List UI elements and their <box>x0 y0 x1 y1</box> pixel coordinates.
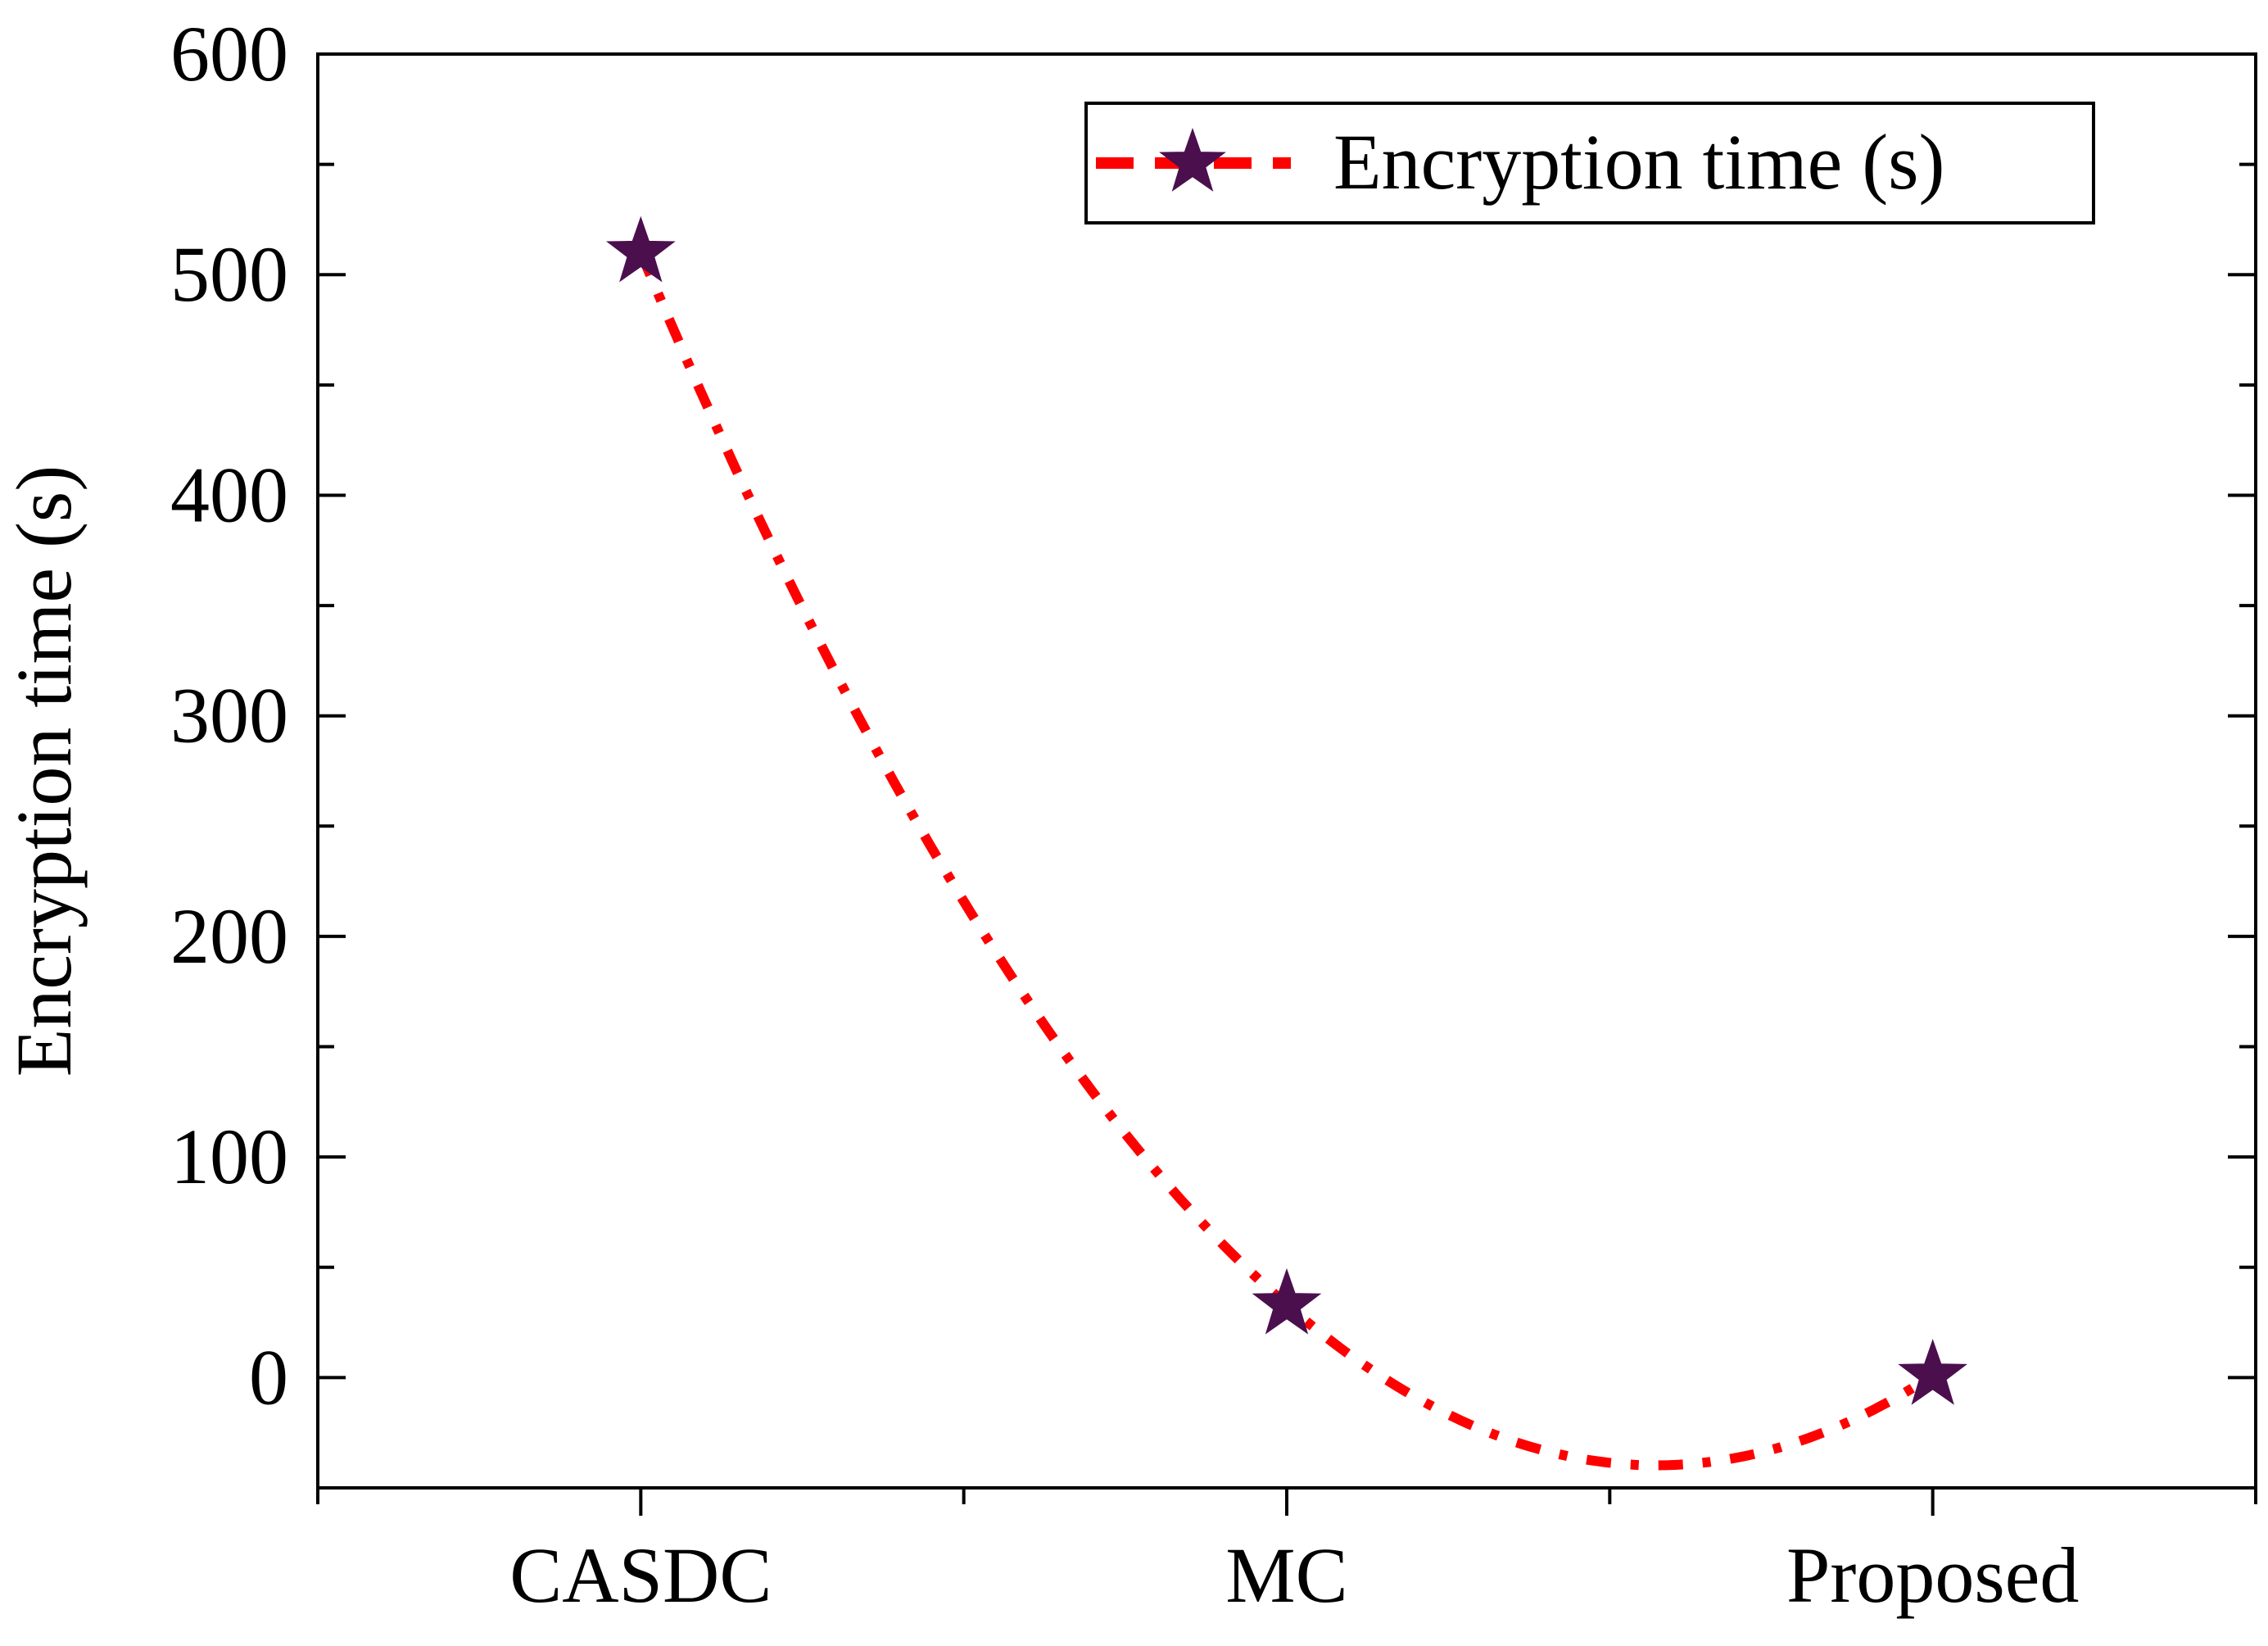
y-tick-label: 100 <box>170 1113 288 1200</box>
legend: Encryption time (s) <box>1084 102 2095 224</box>
x-tick-label: CASDC <box>509 1531 772 1619</box>
data-point-star <box>605 215 676 283</box>
y-ticks: 0 100 200 300 400 500 600 <box>170 10 2256 1490</box>
y-tick-label: 600 <box>170 10 288 97</box>
data-point-star <box>1898 1339 1968 1405</box>
legend-box <box>1084 102 2095 224</box>
x-ticks: CASDC MC Proposed <box>316 1488 2257 1619</box>
y-tick-label: 200 <box>170 892 288 980</box>
y-tick-label: 500 <box>170 230 288 318</box>
legend-star-marker <box>1159 127 1226 192</box>
legend-label: Encryption time (s) <box>1333 118 1944 206</box>
y-tick-label: 400 <box>170 451 288 538</box>
x-tick-label: MC <box>1225 1531 1347 1619</box>
x-tick-label: Proposed <box>1786 1531 2079 1619</box>
data-point-star <box>1252 1267 1322 1335</box>
y-tick-label: 300 <box>170 672 288 760</box>
y-axis-title: Encryption time (s) <box>0 465 88 1077</box>
series <box>605 215 1968 1471</box>
y-tick-label: 0 <box>249 1333 288 1421</box>
